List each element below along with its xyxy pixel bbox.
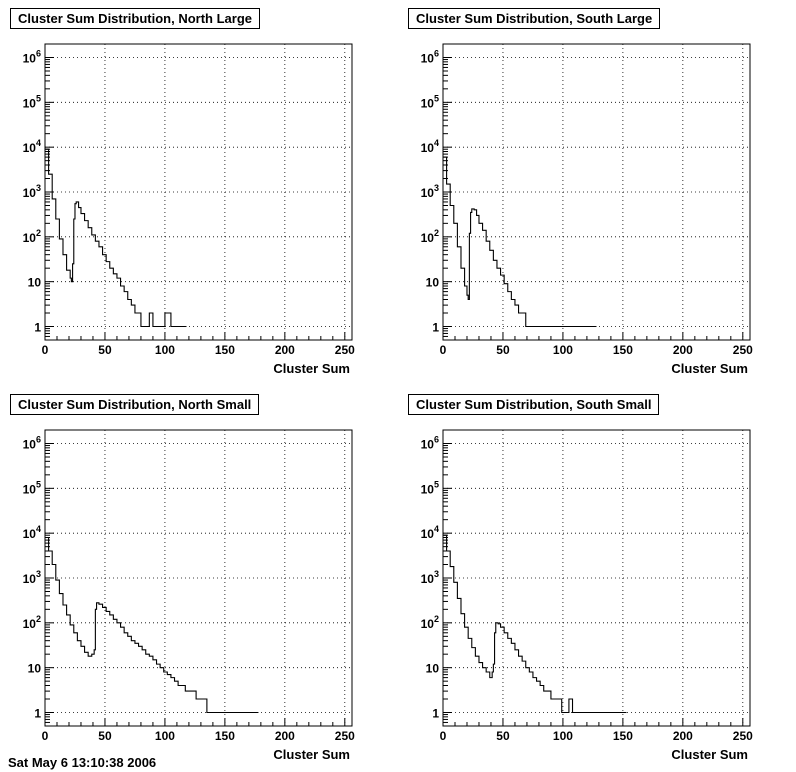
y-tick-label: 105 — [23, 479, 41, 496]
x-tick-label: 0 — [42, 729, 49, 743]
x-axis-label: Cluster Sum — [671, 361, 748, 376]
x-tick-label: 250 — [733, 343, 753, 357]
y-tick-label: 1 — [34, 321, 41, 335]
y-tick-label: 104 — [23, 524, 41, 541]
x-tick-label: 50 — [496, 729, 510, 743]
chart-plot-south-large: 0 50 100 150 200 250 1 10 102 103 104 105 106 Cluster… — [421, 43, 753, 376]
x-tick-label: 100 — [553, 343, 573, 357]
x-tick-label: 0 — [440, 343, 447, 357]
y-tick-label: 103 — [23, 569, 41, 586]
series-line — [45, 536, 259, 714]
y-tick-label: 104 — [421, 524, 439, 541]
y-tick-label: 105 — [421, 479, 439, 496]
x-tick-label: 200 — [275, 343, 295, 357]
y-tick-label: 102 — [23, 614, 41, 631]
x-tick-label: 150 — [613, 729, 633, 743]
y-tick-label: 106 — [23, 434, 41, 451]
chart-panel-south-small: 0 50 100 150 200 250 1 10 102 103 104 105 106 Cluster… — [398, 386, 796, 772]
chart-plot-south-small: 0 50 100 150 200 250 1 10 102 103 104 105 106 Cluster… — [421, 429, 753, 762]
x-tick-label: 50 — [98, 729, 112, 743]
x-tick-label: 200 — [673, 729, 693, 743]
series-line — [45, 148, 187, 328]
x-tick-label: 0 — [42, 343, 49, 357]
x-tick-label: 200 — [275, 729, 295, 743]
x-tick-label: 150 — [613, 343, 633, 357]
y-tick-label: 106 — [23, 48, 41, 65]
y-tick-label: 103 — [23, 183, 41, 200]
x-tick-label: 0 — [440, 729, 447, 743]
chart-title: Cluster Sum Distribution, North Large — [10, 8, 261, 29]
chart-title: Cluster Sum Distribution, South Small — [408, 394, 660, 415]
x-axis-label: Cluster Sum — [273, 361, 350, 376]
chart-plot-north-large: 0 50 100 150 200 250 1 10 102 103 104 105 106 Cluster… — [23, 43, 355, 376]
y-tick-label: 105 — [421, 93, 439, 110]
y-tick-label: 104 — [421, 138, 439, 155]
y-tick-label: 105 — [23, 93, 41, 110]
series-line — [443, 156, 597, 328]
y-tick-label: 10 — [28, 276, 42, 290]
x-tick-label: 100 — [155, 729, 175, 743]
x-tick-label: 200 — [673, 343, 693, 357]
y-tick-label: 102 — [421, 614, 439, 631]
series-line — [443, 534, 627, 714]
x-tick-label: 150 — [215, 729, 235, 743]
chart-plot-north-small: 0 50 100 150 200 250 1 10 102 103 104 105 106 Cluster… — [23, 429, 355, 762]
y-tick-label: 106 — [421, 434, 439, 451]
x-axis-label: Cluster Sum — [273, 747, 350, 762]
x-tick-label: 150 — [215, 343, 235, 357]
y-tick-label: 1 — [432, 707, 439, 721]
y-tick-label: 102 — [421, 228, 439, 245]
y-tick-label: 1 — [432, 321, 439, 335]
chart-panel-north-large: 0 50 100 150 200 250 1 10 102 103 104 105 106 Cluster… — [0, 0, 398, 386]
y-tick-label: 102 — [23, 228, 41, 245]
y-tick-label: 10 — [28, 662, 42, 676]
chart-panel-south-large: 0 50 100 150 200 250 1 10 102 103 104 105 106 Cluster… — [398, 0, 796, 386]
x-axis-label: Cluster Sum — [671, 747, 748, 762]
x-tick-label: 100 — [553, 729, 573, 743]
x-tick-label: 50 — [98, 343, 112, 357]
y-tick-label: 10 — [426, 276, 440, 290]
y-tick-label: 10 — [426, 662, 440, 676]
x-tick-label: 250 — [733, 729, 753, 743]
y-tick-label: 104 — [23, 138, 41, 155]
x-tick-label: 50 — [496, 343, 510, 357]
x-tick-label: 250 — [335, 343, 355, 357]
chart-title: Cluster Sum Distribution, North Small — [10, 394, 260, 415]
chart-panel-north-small: 0 50 100 150 200 250 1 10 102 103 104 105 106 Cluster… — [0, 386, 398, 772]
footer-timestamp: Sat May 6 13:10:38 2006 — [8, 755, 157, 770]
y-tick-label: 1 — [34, 707, 41, 721]
y-tick-label: 106 — [421, 48, 439, 65]
x-tick-label: 250 — [335, 729, 355, 743]
chart-title: Cluster Sum Distribution, South Large — [408, 8, 661, 29]
x-tick-label: 100 — [155, 343, 175, 357]
y-tick-label: 103 — [421, 183, 439, 200]
y-tick-label: 103 — [421, 569, 439, 586]
